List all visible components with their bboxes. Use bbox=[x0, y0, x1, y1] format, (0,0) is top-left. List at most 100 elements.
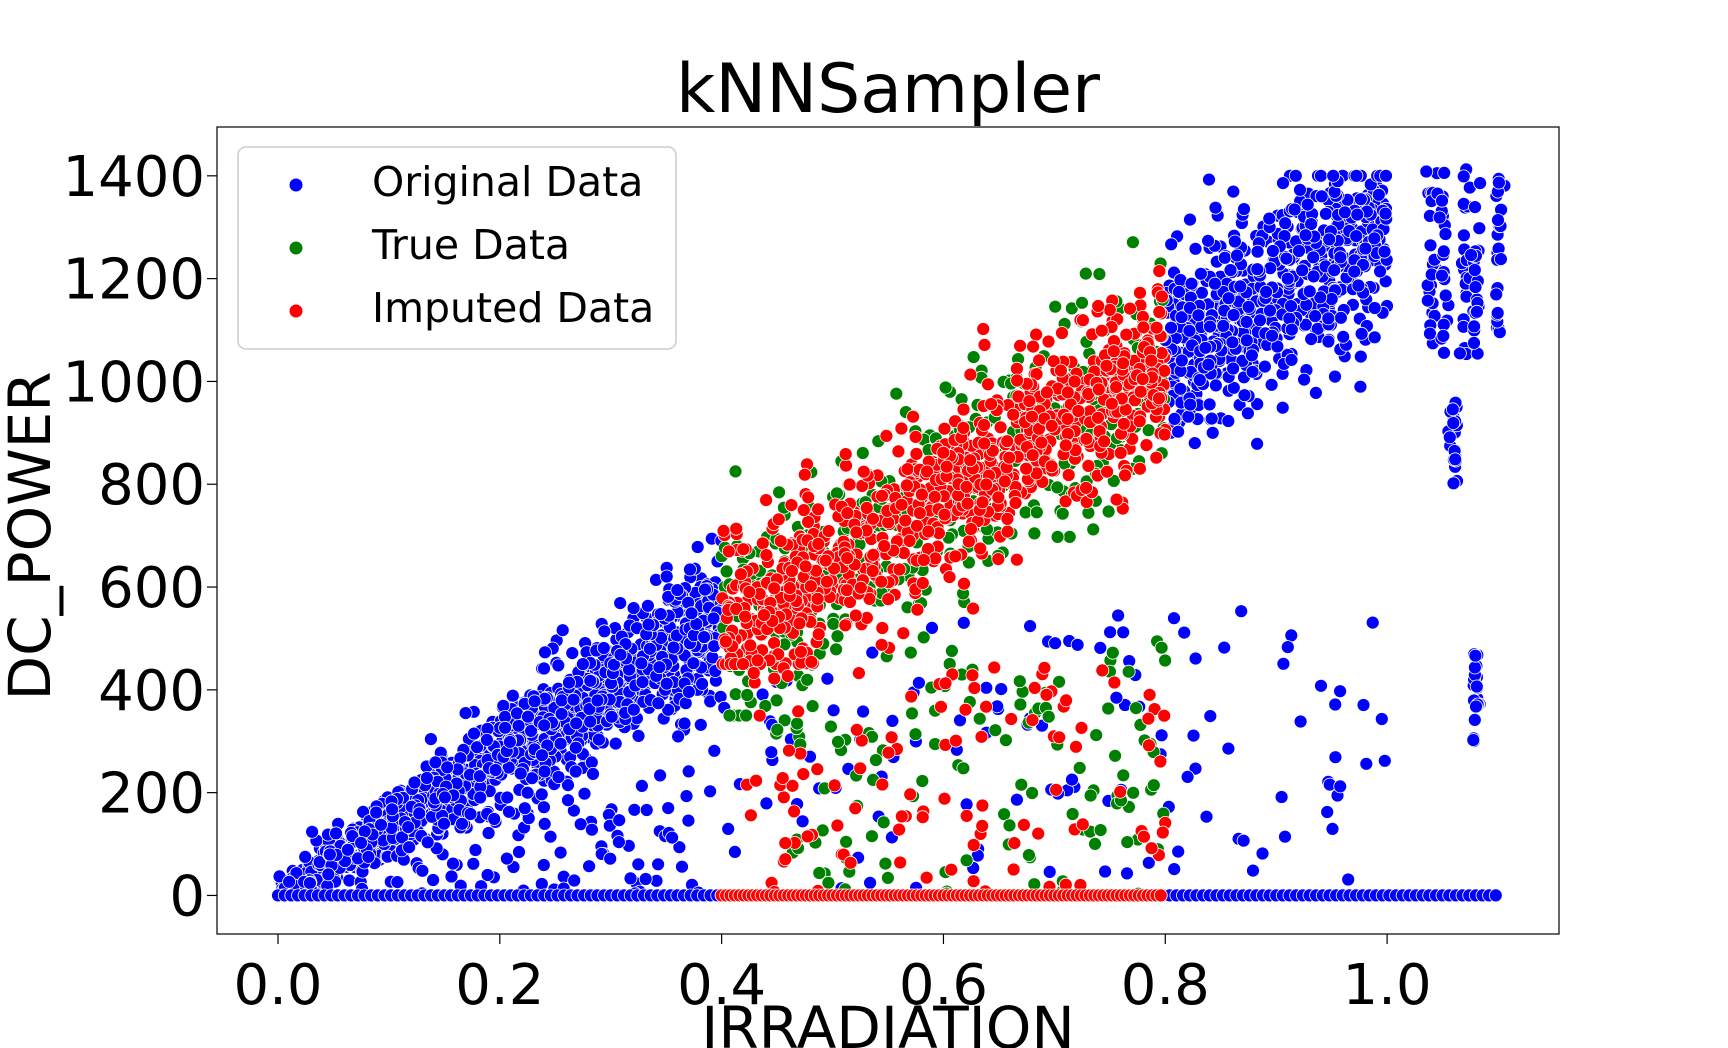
original-data-point bbox=[1171, 424, 1185, 439]
original-data-point bbox=[1419, 164, 1434, 179]
original-data-point bbox=[468, 843, 483, 857]
original-data-point bbox=[626, 702, 641, 717]
imputed-data-point bbox=[787, 804, 801, 819]
original-data-point bbox=[1280, 271, 1295, 286]
imputed-data-point bbox=[1102, 302, 1117, 317]
imputed-data-point bbox=[906, 409, 920, 424]
imputed-data-point bbox=[967, 681, 982, 695]
imputed-data-point bbox=[881, 515, 896, 530]
imputed-data-point bbox=[848, 801, 863, 816]
imputed-data-point bbox=[1155, 825, 1170, 840]
original-data-point bbox=[623, 871, 638, 886]
imputed-data-point bbox=[975, 819, 990, 833]
original-data-point bbox=[487, 812, 502, 826]
original-data-point bbox=[1353, 192, 1368, 207]
imputed-data-point bbox=[801, 490, 816, 505]
original-data-point bbox=[1120, 866, 1134, 881]
imputed-data-point bbox=[874, 574, 889, 589]
imputed-data-point bbox=[1136, 320, 1151, 335]
imputed-data-point bbox=[838, 618, 853, 633]
imputed-data-point bbox=[784, 498, 799, 513]
original-data-point bbox=[721, 822, 736, 836]
original-data-point bbox=[659, 569, 674, 584]
original-data-point bbox=[759, 796, 774, 811]
y-tick-label: 1000 bbox=[62, 350, 205, 415]
original-data-point bbox=[537, 661, 551, 676]
imputed-data-point bbox=[974, 729, 989, 744]
imputed-data-point bbox=[830, 818, 845, 833]
original-data-point bbox=[863, 875, 877, 890]
true-data-point bbox=[805, 699, 820, 713]
imputed-data-point bbox=[859, 500, 874, 515]
imputed-data-point bbox=[1058, 438, 1073, 453]
imputed-data-point bbox=[1152, 264, 1167, 279]
imputed-data-point bbox=[1007, 836, 1022, 850]
true-data-point bbox=[739, 708, 753, 723]
imputed-data-point bbox=[1091, 382, 1106, 397]
imputed-data-point bbox=[780, 669, 795, 683]
original-data-point bbox=[697, 630, 711, 644]
original-data-point bbox=[517, 801, 532, 816]
original-data-point bbox=[1048, 636, 1062, 651]
original-data-point bbox=[565, 646, 580, 660]
imputed-data-point bbox=[942, 570, 957, 584]
original-data-point bbox=[1328, 697, 1343, 712]
imputed-data-point bbox=[927, 489, 942, 504]
original-data-point bbox=[665, 830, 679, 845]
imputed-data-point bbox=[894, 497, 909, 512]
original-data-point bbox=[1274, 790, 1289, 804]
x-tick-label: 0.2 bbox=[455, 953, 544, 1018]
imputed-data-point bbox=[840, 551, 855, 565]
original-data-point bbox=[1198, 340, 1213, 355]
original-data-point bbox=[653, 768, 667, 783]
true-data-point bbox=[1012, 674, 1027, 689]
original-data-point bbox=[412, 806, 427, 821]
imputed-data-point bbox=[891, 444, 906, 459]
original-data-point bbox=[1284, 628, 1299, 643]
true-data-point bbox=[1022, 848, 1036, 862]
imputed-data-point bbox=[1133, 285, 1147, 300]
original-data-point bbox=[1241, 406, 1255, 421]
original-data-point bbox=[1109, 690, 1124, 705]
imputed-data-point bbox=[1013, 338, 1027, 353]
original-data-point bbox=[420, 835, 435, 850]
imputed-data-point bbox=[937, 507, 952, 522]
imputed-data-point bbox=[956, 402, 971, 417]
imputed-data-point bbox=[1055, 326, 1069, 340]
true-data-point bbox=[908, 727, 923, 742]
original-data-point bbox=[1308, 309, 1322, 324]
original-data-point bbox=[1250, 244, 1265, 259]
original-data-point bbox=[537, 718, 552, 733]
original-data-point bbox=[1237, 388, 1252, 403]
imputed-data-point bbox=[875, 488, 889, 503]
original-data-point bbox=[612, 813, 627, 828]
imputed-data-point bbox=[746, 666, 761, 680]
original-data-point bbox=[1350, 207, 1365, 222]
imputed-data-point bbox=[1029, 327, 1043, 342]
original-data-point bbox=[440, 760, 455, 775]
original-data-point bbox=[1184, 276, 1199, 291]
true-data-point bbox=[855, 446, 870, 460]
legend-marker-true bbox=[288, 240, 304, 256]
original-data-point bbox=[681, 813, 696, 828]
points-layer bbox=[271, 162, 1512, 903]
imputed-data-point bbox=[908, 429, 923, 444]
original-data-point bbox=[1194, 266, 1208, 281]
true-data-point bbox=[790, 716, 804, 731]
imputed-data-point bbox=[782, 581, 797, 595]
imputed-data-point bbox=[938, 676, 953, 691]
original-data-point bbox=[390, 875, 405, 889]
original-data-point bbox=[1300, 197, 1315, 212]
imputed-data-point bbox=[1044, 459, 1059, 474]
original-data-point bbox=[683, 562, 697, 577]
original-data-point bbox=[613, 596, 628, 610]
original-data-point bbox=[728, 845, 742, 859]
imputed-data-point bbox=[892, 562, 907, 577]
original-data-point bbox=[480, 868, 495, 882]
imputed-data-point bbox=[991, 552, 1006, 566]
true-data-point bbox=[1105, 645, 1120, 660]
imputed-data-point bbox=[963, 367, 978, 382]
original-data-point bbox=[561, 793, 575, 808]
original-data-point bbox=[385, 802, 400, 817]
original-data-point bbox=[1208, 200, 1223, 215]
